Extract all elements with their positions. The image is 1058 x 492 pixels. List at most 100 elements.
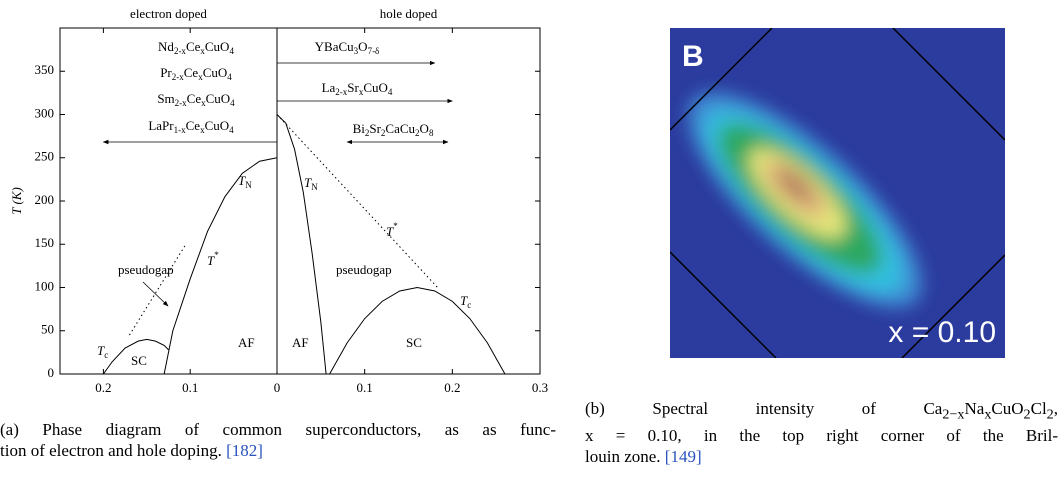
formula-part: Ce: [186, 118, 201, 133]
annotation: AF: [238, 335, 255, 350]
formula-label: Nd2-xCexCuO4: [158, 39, 234, 56]
formula-part: YBaCu: [315, 39, 355, 54]
formula-part: Nd: [158, 39, 174, 54]
subscript: 1-x: [174, 125, 186, 135]
caption-text: x = 0.10, in the top right corner of the…: [585, 426, 1058, 445]
subscript: 2-x: [175, 98, 187, 108]
formula-label: Bi2Sr2CaCu2O8: [353, 121, 434, 138]
x-tick-label: 0.1: [182, 380, 198, 395]
caption-text: CuO: [991, 399, 1023, 418]
formula-part: O: [420, 121, 429, 136]
formula-label: La2-xSrxCuO4: [322, 80, 393, 97]
formula-part: La: [322, 80, 336, 95]
caption-text: Na: [965, 399, 985, 418]
subscript: 4: [388, 87, 393, 97]
subscript: c: [467, 300, 471, 310]
subscript: N: [245, 180, 252, 190]
formula-part: Ce: [186, 39, 201, 54]
x-tick-label: 0.2: [95, 380, 111, 395]
annotation: TN: [304, 175, 318, 192]
formula-part: Bi: [353, 121, 366, 136]
panel-label: B: [682, 40, 704, 73]
formula-part: O: [358, 39, 367, 54]
subscript: 4: [227, 72, 232, 82]
pointer-arrow: [143, 282, 168, 306]
formula-part: Pr: [160, 65, 172, 80]
caption-line: louin zone. [149]: [585, 446, 1058, 467]
annotation-text: pseudogap: [336, 262, 392, 277]
x-tick-label: 0.2: [444, 380, 460, 395]
x-axis-label: n: [165, 398, 172, 400]
caption-a: (a) Phase diagram of common superconduct…: [0, 419, 556, 461]
formula-part: Sr: [347, 80, 359, 95]
formula-part: Sm: [157, 91, 174, 106]
annotation: Tc: [460, 293, 471, 310]
panel-header: electron doped: [130, 6, 207, 21]
y-tick-label: 150: [35, 235, 55, 250]
annotation: Tc: [97, 343, 108, 360]
y-tick-label: 50: [41, 322, 54, 337]
subscript: N: [311, 182, 318, 192]
caption-line: x = 0.10, in the top right corner of the…: [585, 425, 1058, 446]
caption-text: ,: [1054, 399, 1058, 418]
formula-part: Sr: [369, 121, 381, 136]
formula-part: Ce: [184, 65, 199, 80]
y-tick-label: 350: [35, 62, 55, 77]
x-tick-label: 0.1: [357, 380, 373, 395]
y-tick-label: 0: [48, 365, 55, 380]
subscript: c: [104, 350, 108, 360]
subscript: 4: [229, 46, 234, 56]
y-tick-label: 300: [35, 105, 55, 120]
subscript: 4: [230, 98, 235, 108]
plot-frame: [60, 28, 540, 374]
annotation-text: SC: [406, 335, 422, 350]
formula-label: Sm2-xCexCuO4: [157, 91, 235, 108]
curve: [164, 158, 277, 374]
subscript: 2-x: [174, 46, 186, 56]
superscript: *: [214, 250, 219, 260]
formula-label: LaPr1-xCexCuO4: [148, 118, 234, 135]
annotation-text: AF: [238, 335, 255, 350]
caption-line: (b) Spectral intensity of Ca2−xNaxCuO2Cl…: [585, 398, 1058, 425]
formula-part: CuO: [363, 80, 388, 95]
annotation-text: AF: [292, 335, 309, 350]
annotation: pseudogap: [336, 262, 392, 277]
y-tick-label: 200: [35, 192, 55, 207]
subscript: 2: [1047, 406, 1054, 422]
annotation: AF: [292, 335, 309, 350]
caption-b: (b) Spectral intensity of Ca2−xNaxCuO2Cl…: [585, 398, 1058, 467]
citation: [149]: [665, 447, 702, 466]
annotation: T*: [207, 250, 219, 268]
caption-text: (a) Phase diagram of common superconduct…: [0, 420, 556, 439]
annotation: pseudogap: [118, 262, 174, 277]
subscript: 4: [229, 125, 234, 135]
formula-part: CuO: [206, 91, 231, 106]
caption-text: louin zone.: [585, 447, 661, 466]
formula-label: Pr2-xCexCuO4: [160, 65, 232, 82]
x-tick-label: 0: [274, 380, 281, 395]
annotation: T*: [386, 221, 398, 239]
annotation: SC: [406, 335, 422, 350]
y-tick-label: 250: [35, 149, 55, 164]
caption-line: tion of electron and hole doping. [182]: [0, 440, 556, 461]
annotation: TN: [238, 173, 252, 190]
annotation: SC: [131, 353, 147, 368]
caption-text: tion of electron and hole doping.: [0, 441, 222, 460]
panel-header: hole doped: [380, 6, 438, 21]
annotation-text: SC: [131, 353, 147, 368]
annotation-text: pseudogap: [118, 262, 174, 277]
x-axis-label: p: [404, 398, 412, 400]
curve: [330, 288, 505, 375]
page: T (K) B x = 0.10 050100150200250300350el…: [0, 0, 1058, 492]
subscript: 7-δ: [368, 46, 380, 56]
subscript: 8: [429, 128, 434, 138]
formula-part: CuO: [205, 39, 230, 54]
citation: [182]: [226, 441, 263, 460]
subscript: 2: [1024, 406, 1031, 422]
formula-part: CuO: [203, 65, 228, 80]
caption-text: Cl: [1031, 399, 1047, 418]
y-axis-label: T (K): [9, 187, 24, 215]
figure: T (K) B x = 0.10 050100150200250300350el…: [0, 0, 1058, 400]
spectral-image: [659, 28, 1005, 358]
formula-part: CaCu: [385, 121, 415, 136]
